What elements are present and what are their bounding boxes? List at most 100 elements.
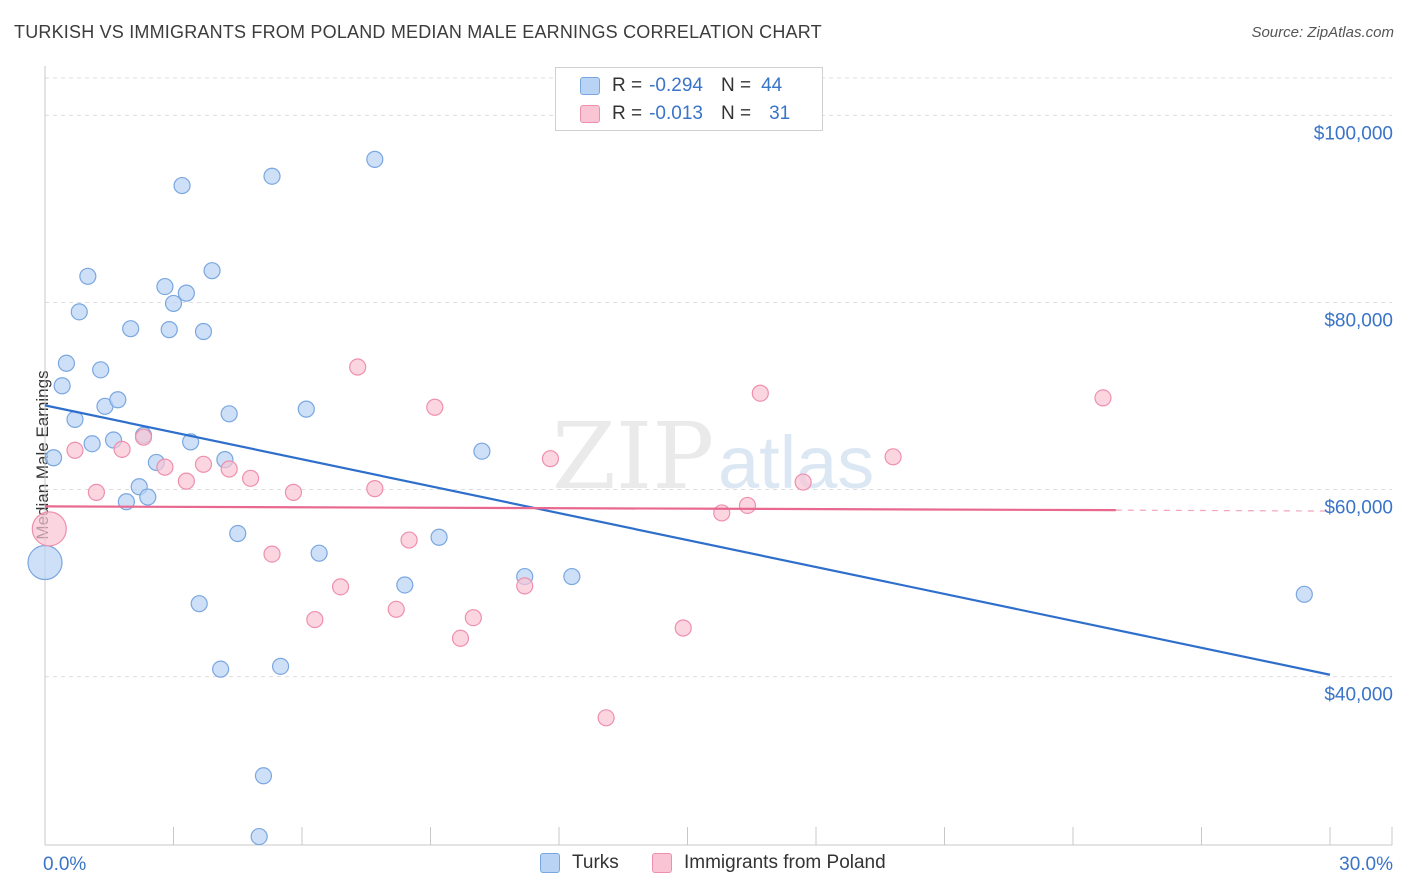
turks-point — [53, 377, 71, 395]
poland-point — [156, 458, 174, 476]
watermark-atlas: atlas — [718, 421, 874, 504]
turks-point — [430, 528, 448, 546]
poland-point — [349, 358, 367, 376]
turks-point — [173, 176, 191, 195]
turks-point — [250, 827, 268, 846]
poland-legend-swatch — [652, 853, 672, 873]
poland-point — [194, 455, 213, 473]
series-turks — [27, 150, 1313, 846]
poland-point — [451, 629, 470, 647]
poland-point — [426, 398, 444, 416]
poland-trend-line — [44, 505, 1116, 512]
poland-point — [400, 531, 418, 549]
poland-point — [464, 609, 482, 627]
axes — [44, 66, 1393, 846]
series-legend: Turks Immigrants from Poland — [0, 852, 1406, 878]
turks-point — [396, 576, 414, 594]
poland-point — [387, 600, 405, 618]
turks-point — [156, 277, 174, 296]
series-poland — [31, 358, 1112, 727]
turks-point — [92, 361, 110, 379]
watermark-zip: ZIP — [552, 403, 714, 510]
legend-item-turks[interactable]: Turks — [540, 852, 619, 874]
turks-point — [194, 322, 213, 341]
turks-point — [27, 544, 63, 581]
turks-point — [164, 294, 183, 313]
y-tick-label: $40,000 — [1324, 685, 1393, 706]
trend-lines — [44, 404, 1331, 676]
turks-point — [109, 391, 127, 409]
legend-row-turks: R = -0.294 N = 44 — [580, 74, 782, 98]
turks-point — [254, 767, 273, 785]
poland-point — [884, 448, 902, 466]
turks-point — [79, 267, 97, 285]
poland-point — [366, 480, 384, 498]
poland-point — [713, 504, 731, 522]
poland-point — [516, 577, 534, 595]
turks-r-value: -0.294 — [649, 75, 703, 96]
turks-point — [190, 595, 208, 613]
turks-point — [297, 400, 315, 418]
turks-point — [139, 488, 157, 506]
source-label: Source: ZipAtlas.com — [1251, 24, 1394, 41]
poland-point — [242, 469, 260, 487]
turks-point — [271, 657, 290, 675]
turks-point — [229, 524, 247, 543]
poland-point — [331, 578, 350, 596]
turks-point — [473, 442, 491, 460]
turks-point — [83, 435, 101, 453]
turks-point — [212, 660, 230, 678]
poland-point — [284, 483, 303, 501]
turks-point — [1295, 585, 1313, 603]
poland-point — [177, 472, 195, 490]
poland-point — [87, 483, 106, 501]
poland-r-value: -0.013 — [649, 103, 703, 124]
y-tick-label: $80,000 — [1324, 310, 1393, 331]
x-tick-label-max: 30.0% — [1339, 854, 1393, 875]
poland-point — [220, 460, 238, 478]
turks-point — [310, 544, 328, 562]
n-label: N = — [720, 75, 752, 96]
y-tick-label: $60,000 — [1324, 498, 1393, 519]
poland-point — [1094, 389, 1112, 407]
turks-point — [122, 320, 140, 338]
chart-title: TURKISH VS IMMIGRANTS FROM POLAND MEDIAN… — [14, 22, 822, 42]
poland-point — [306, 610, 324, 629]
poland-point — [597, 709, 615, 727]
turks-point — [70, 303, 88, 321]
turks-point — [177, 284, 195, 302]
turks-point — [366, 150, 384, 168]
turks-trend-line — [44, 404, 1331, 676]
turks-legend-label: Turks — [572, 852, 619, 873]
poland-swatch — [580, 105, 600, 123]
legend-item-poland[interactable]: Immigrants from Poland — [652, 852, 886, 874]
y-tick-label: $100,000 — [1314, 123, 1393, 144]
r-label: R = — [612, 75, 643, 96]
turks-point — [57, 354, 76, 372]
poland-point — [31, 511, 67, 547]
poland-point — [541, 450, 560, 468]
poland-legend-label: Immigrants from Poland — [684, 852, 886, 873]
n-label: N = — [720, 103, 752, 124]
poland-n-value: 31 — [769, 103, 791, 124]
poland-trend-extension — [1115, 509, 1331, 512]
x-tick-label-min: 0.0% — [43, 854, 86, 875]
legend-row-poland: R = -0.013 N = 31 — [580, 102, 790, 126]
turks-point — [160, 321, 178, 339]
poland-point — [263, 545, 281, 563]
turks-point — [263, 167, 281, 185]
poland-point — [674, 619, 692, 637]
turks-swatch — [580, 77, 600, 95]
turks-legend-swatch — [540, 853, 560, 873]
tick-labels: $40,000 $60,000 $80,000 $100,000 0.0% 30.0% — [43, 123, 1393, 875]
turks-point — [220, 405, 238, 423]
poland-point — [134, 428, 153, 446]
poland-point — [113, 440, 131, 458]
turks-point — [44, 449, 63, 467]
turks-n-value: 44 — [761, 75, 783, 96]
r-label: R = — [612, 103, 643, 124]
gridlines — [45, 77, 1392, 678]
poland-point — [66, 441, 84, 459]
turks-point — [563, 567, 581, 586]
